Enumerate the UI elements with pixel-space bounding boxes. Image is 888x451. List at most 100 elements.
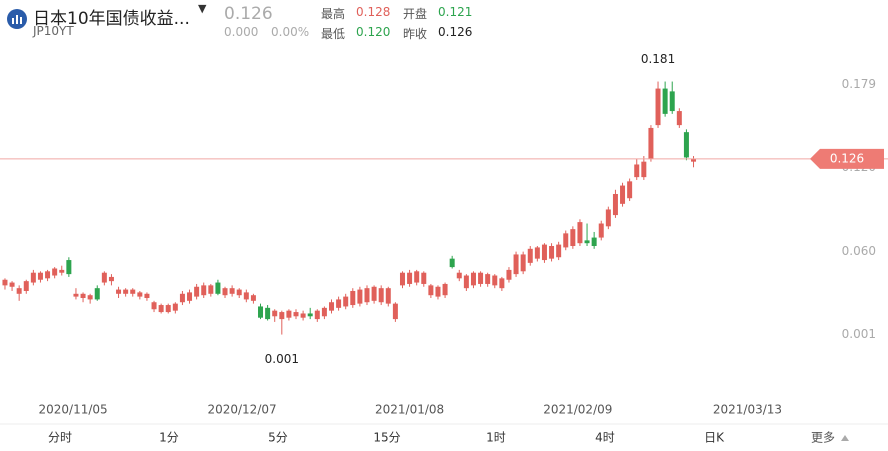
stat-label: 最低 — [321, 27, 346, 41]
last-price-badge — [810, 148, 884, 169]
candle-body — [641, 161, 647, 178]
candle-body — [130, 289, 136, 294]
candle-body — [16, 288, 22, 294]
candle-body — [194, 286, 200, 297]
dropdown-arrow[interactable]: ▼ — [198, 2, 207, 15]
candle-body — [343, 296, 349, 307]
candle-body — [229, 288, 235, 294]
stat-value: 0.126 — [438, 25, 473, 39]
candle-body — [250, 295, 256, 301]
tab[interactable]: 1时 — [486, 431, 506, 445]
candle-body — [144, 293, 150, 299]
candle-body — [201, 285, 207, 296]
candle-body — [449, 258, 455, 268]
x-tick-label: 2021/03/13 — [713, 403, 782, 417]
candle-body — [407, 272, 413, 284]
min-label: 0.001 — [265, 352, 299, 366]
tab[interactable]: 4时 — [595, 431, 615, 445]
candle-body — [385, 288, 391, 304]
candle-body — [30, 272, 36, 283]
candle-body — [598, 223, 604, 238]
candle-body — [364, 288, 370, 303]
candle-body — [151, 302, 157, 310]
stat-label: 开盘 — [403, 7, 428, 21]
tab[interactable]: 分时 — [48, 431, 72, 445]
candle-body — [37, 272, 43, 280]
x-tick-label: 2020/11/05 — [39, 403, 108, 417]
tab[interactable]: 日K — [704, 431, 725, 445]
candle-body — [584, 240, 590, 244]
candle-body — [187, 292, 193, 301]
candle-body — [463, 275, 469, 289]
candle-body — [669, 91, 675, 112]
candle-body — [66, 260, 72, 275]
candle-body — [570, 229, 576, 247]
tab[interactable]: 1分 — [159, 431, 179, 445]
candle-body — [499, 278, 505, 289]
candle-body — [648, 127, 654, 159]
candle-body — [627, 181, 633, 199]
candle-body — [470, 272, 476, 286]
candle-body — [655, 88, 661, 126]
last-price-label: 0.126 — [830, 151, 864, 165]
y-tick-label: 0.179 — [842, 77, 876, 91]
candle-body — [506, 269, 512, 280]
candle-body — [108, 276, 114, 282]
candle-body — [563, 233, 569, 248]
candle-body — [421, 272, 427, 284]
candle-body — [23, 281, 29, 291]
stat-label: 最高 — [321, 7, 346, 21]
candle-body — [321, 307, 327, 317]
candle-body — [314, 310, 320, 320]
candle-body — [87, 295, 93, 300]
candle-body — [52, 268, 58, 276]
candle-body — [172, 303, 178, 311]
more-arrow[interactable] — [841, 435, 849, 441]
candle-body — [101, 272, 107, 283]
candle-body — [116, 289, 122, 294]
candle-body — [94, 288, 100, 300]
candle-body — [208, 285, 214, 294]
candle-body — [300, 313, 306, 318]
candle-body — [80, 293, 86, 299]
candle-body — [371, 286, 377, 301]
candle-body — [492, 275, 498, 286]
candle-body — [307, 313, 313, 317]
candle-body — [534, 247, 540, 259]
candle-body — [73, 293, 79, 297]
stat-value: 0.128 — [356, 5, 391, 19]
candle-body — [350, 290, 356, 306]
candle-body — [2, 279, 8, 286]
stat-value: 0.120 — [356, 25, 391, 39]
stat-label: 昨收 — [403, 27, 428, 41]
instrument-name[interactable]: 日本10年国债收益... — [33, 9, 190, 29]
stat-value: 0.121 — [438, 5, 473, 19]
candle-body — [605, 209, 611, 227]
candle-body — [272, 310, 278, 317]
y-tick-label: 0.001 — [842, 327, 876, 341]
x-tick-label: 2021/02/09 — [543, 403, 612, 417]
candle-body — [485, 274, 491, 284]
candle-body — [222, 288, 228, 296]
candle-body — [137, 292, 143, 297]
tab[interactable]: 15分 — [373, 431, 400, 445]
tab[interactable]: 更多 — [811, 431, 835, 445]
candle-body — [279, 312, 285, 320]
candle-body — [59, 269, 65, 273]
candle-body — [258, 306, 264, 318]
candle-body — [165, 305, 171, 313]
candle-body — [179, 293, 185, 303]
candle-body — [414, 271, 420, 283]
tab[interactable]: 5分 — [268, 431, 288, 445]
candle-body — [612, 193, 618, 216]
candle-body — [378, 288, 384, 303]
x-tick-label: 2020/12/07 — [207, 403, 276, 417]
candle-body — [328, 302, 334, 311]
candle-body — [158, 305, 164, 313]
candle-body — [620, 185, 626, 204]
candle-body — [442, 283, 448, 296]
candle-body — [9, 282, 15, 287]
change-pct: 0.00% — [271, 25, 310, 39]
candle-body — [513, 254, 519, 275]
candle-body — [428, 285, 434, 296]
